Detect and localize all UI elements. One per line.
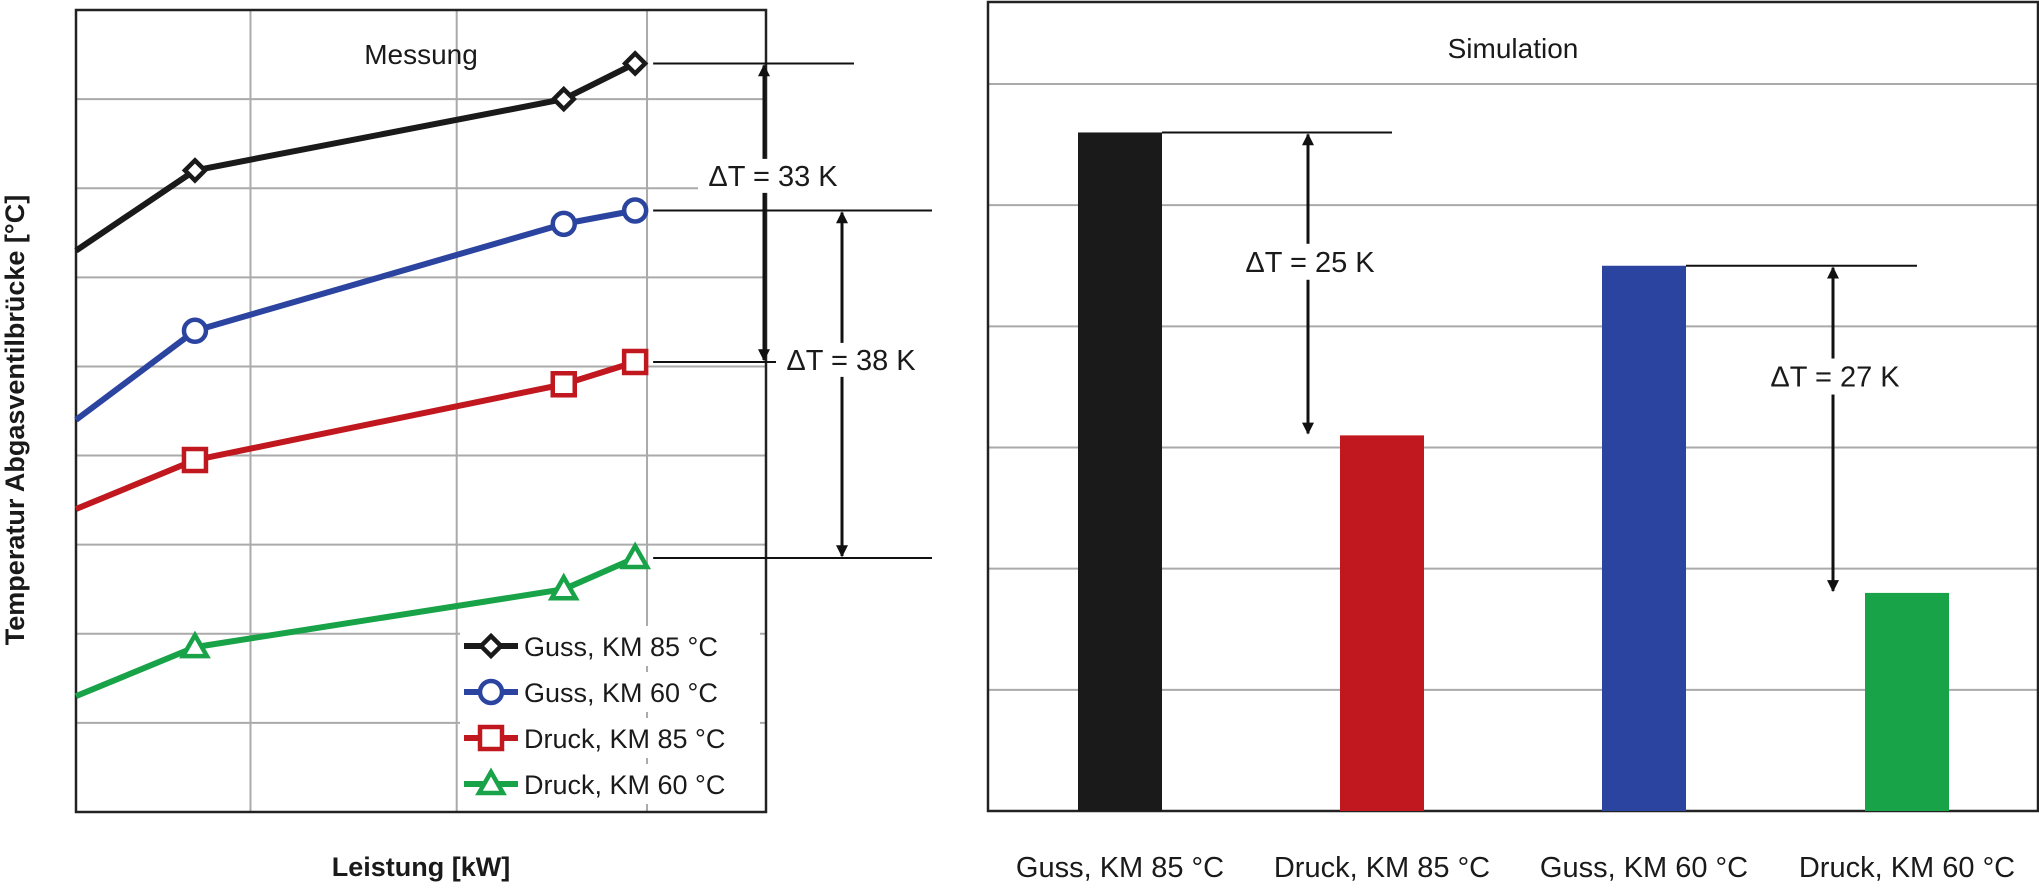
data-point-guss-km-60-c bbox=[550, 210, 578, 238]
delta-label: ΔT = 38 K bbox=[786, 345, 916, 377]
bar-druck-km-85-c bbox=[1340, 435, 1424, 811]
messung-annotations: ΔT = 33 K ΔT = 38 K bbox=[653, 62, 932, 560]
series-line-druck-km-85-c bbox=[74, 359, 637, 512]
data-point-guss-km-85-c bbox=[181, 157, 209, 184]
series-guss-km-60-c bbox=[74, 197, 649, 423]
legend-item-guss-km-85-c: Guss, KM 85 °C bbox=[460, 626, 760, 666]
data-point-guss-km-60-c bbox=[181, 317, 209, 345]
messung-frame bbox=[74, 8, 768, 814]
delta-label-bg bbox=[698, 158, 848, 193]
data-point-guss-km-85-c bbox=[550, 85, 577, 113]
legend-swatch-marker bbox=[477, 724, 505, 752]
bar-guss-km-85-c bbox=[1078, 132, 1162, 811]
legend-label: Druck, KM 85 °C bbox=[524, 724, 725, 754]
legend-item-druck-km-60-c: Druck, KM 60 °C bbox=[460, 764, 760, 804]
simulation-title: Simulation bbox=[1448, 33, 1579, 64]
series-line-guss-km-85-c bbox=[74, 60, 637, 254]
data-point-guss-km-60-c bbox=[621, 197, 649, 224]
data-point-druck-km-60-c bbox=[547, 572, 580, 601]
delta-label-bg bbox=[776, 342, 926, 377]
legend-label: Guss, KM 85 °C bbox=[524, 632, 718, 662]
category-label-druck-km-85-c: Druck, KM 85 °C bbox=[1274, 852, 1490, 884]
series-druck-km-85-c bbox=[74, 348, 649, 512]
legend-item-guss-km-60-c: Guss, KM 60 °C bbox=[460, 672, 760, 712]
series-druck-km-60-c bbox=[74, 541, 652, 699]
delta-label: ΔT = 25 K bbox=[1245, 247, 1375, 279]
data-point-druck-km-85-c bbox=[181, 446, 209, 474]
delta-label: ΔT = 27 K bbox=[1770, 362, 1900, 394]
messung-x-axis-label: Leistung [kW] bbox=[332, 852, 510, 882]
delta-label: ΔT = 33 K bbox=[708, 161, 838, 193]
data-point-druck-km-85-c bbox=[621, 348, 649, 376]
bar-druck-km-60-c bbox=[1865, 592, 1949, 811]
legend-swatch-marker bbox=[475, 767, 507, 796]
series-line-druck-km-60-c bbox=[74, 555, 637, 699]
series-guss-km-85-c bbox=[74, 50, 649, 254]
simulation-annotations: ΔT = 25 K ΔT = 27 K bbox=[1162, 131, 1917, 593]
category-label-druck-km-60-c: Druck, KM 60 °C bbox=[1799, 852, 2015, 884]
simulation-category-labels: Guss, KM 85 °C Druck, KM 85 °C Guss, KM 60… bbox=[1016, 852, 2015, 884]
delta-annotation-1: ΔT = 33 K bbox=[653, 62, 854, 363]
simulation-chart: Simulation ΔT = 25 K ΔT = 27 K Guss, KM 8… bbox=[986, 0, 2039, 884]
delta-annotation-sim-1: ΔT = 25 K bbox=[1162, 131, 1392, 435]
category-label-guss-km-85-c: Guss, KM 85 °C bbox=[1016, 852, 1224, 884]
delta-annotation-sim-2: ΔT = 27 K bbox=[1686, 264, 1917, 593]
simulation-frame bbox=[986, 0, 2039, 813]
delta-label-bg bbox=[1755, 358, 1911, 395]
simulation-grid bbox=[988, 83, 2038, 691]
data-point-druck-km-60-c bbox=[179, 630, 211, 659]
delta-label-bg bbox=[1230, 243, 1386, 280]
series-line-guss-km-60-c bbox=[74, 207, 636, 423]
bar-guss-km-60-c bbox=[1602, 265, 1686, 811]
messung-title: Messung bbox=[364, 39, 478, 70]
delta-annotation-2: ΔT = 38 K bbox=[653, 209, 932, 560]
legend-swatch-marker bbox=[477, 678, 505, 706]
legend-label: Guss, KM 60 °C bbox=[524, 678, 718, 708]
data-point-druck-km-60-c bbox=[619, 541, 652, 570]
messung-series bbox=[74, 50, 652, 699]
legend-item-druck-km-85-c: Druck, KM 85 °C bbox=[460, 718, 760, 758]
messung-legend: Guss, KM 85 °C Guss, KM 60 °C Druck, KM 85… bbox=[460, 626, 760, 804]
messung-chart: Messung ΔT = 33 K ΔT = 38 K Guss, KM 85 °… bbox=[0, 8, 932, 882]
category-label-guss-km-60-c: Guss, KM 60 °C bbox=[1540, 852, 1748, 884]
legend-label: Druck, KM 60 °C bbox=[524, 770, 725, 800]
data-point-guss-km-85-c bbox=[621, 50, 649, 77]
data-point-druck-km-85-c bbox=[550, 371, 578, 398]
simulation-bars bbox=[1078, 132, 1949, 811]
messung-y-axis-label: Temperatur Abgasventilbrücke [°C] bbox=[0, 195, 30, 645]
legend-swatch-marker bbox=[477, 632, 505, 660]
